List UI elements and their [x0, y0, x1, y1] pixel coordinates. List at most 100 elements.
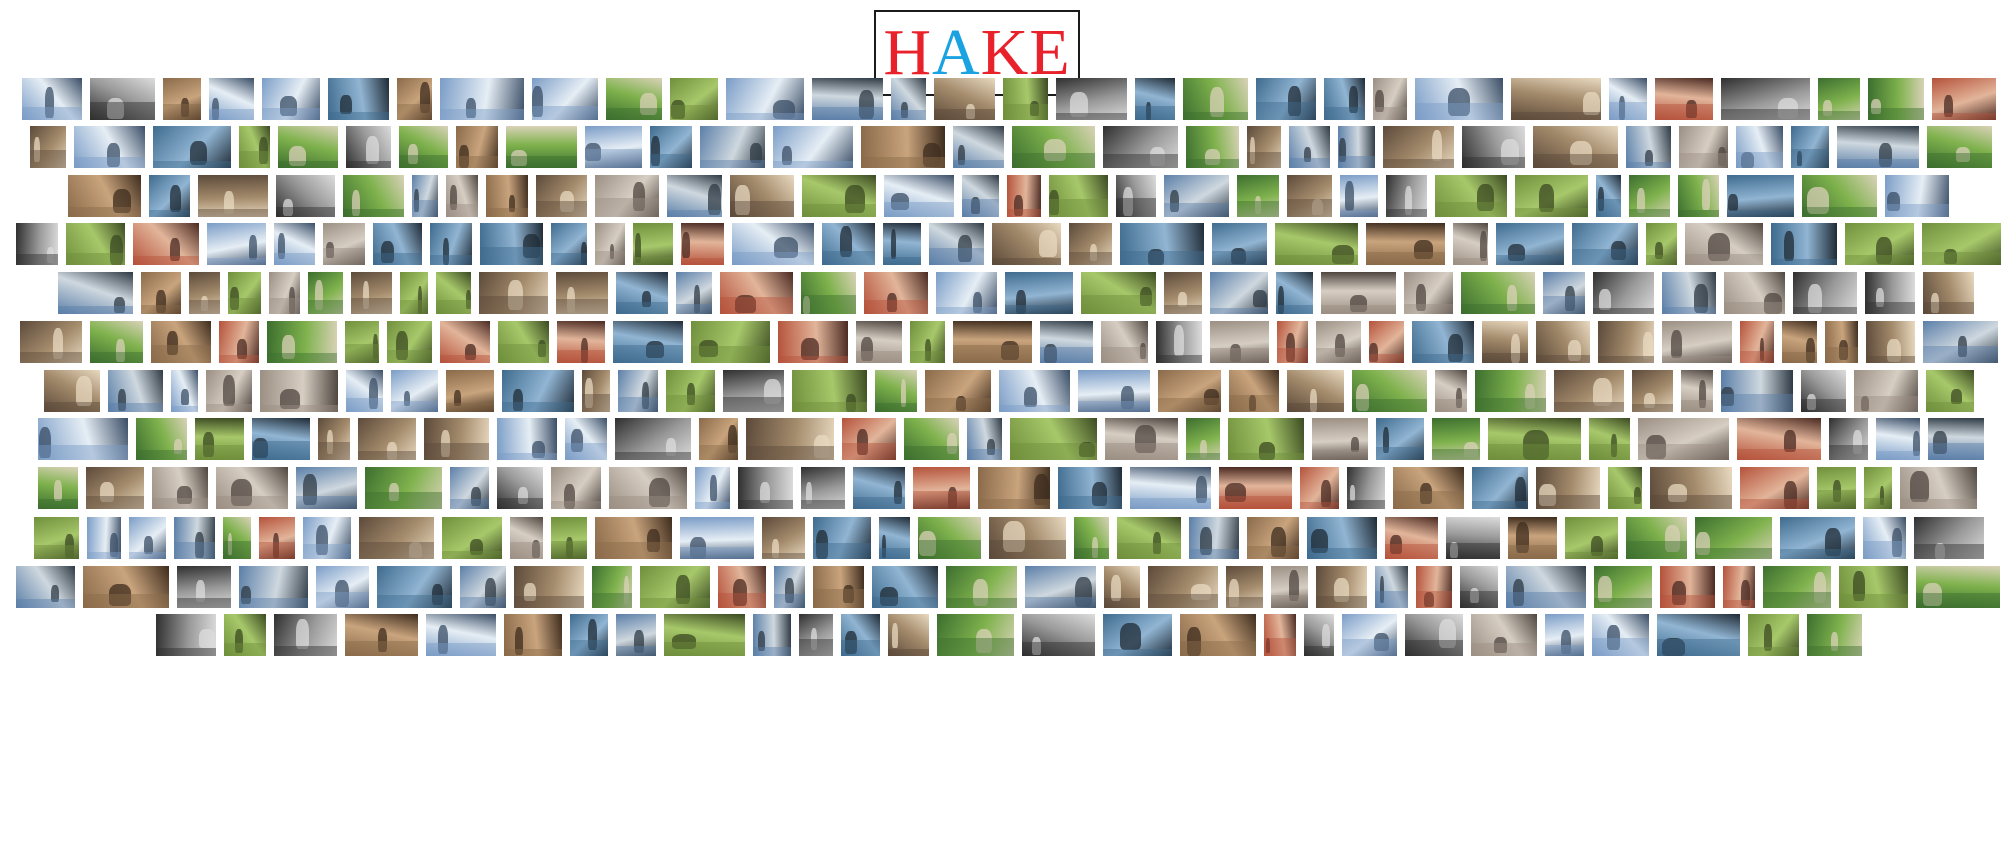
- photo-thumbnail: [585, 126, 642, 168]
- photo-subject: [1375, 90, 1384, 112]
- photo-thumbnail: [937, 614, 1014, 656]
- photo-ground: [1316, 596, 1367, 608]
- photo-ground: [345, 344, 379, 363]
- photo-ground: [1247, 546, 1299, 559]
- photo-ground: [1130, 498, 1211, 509]
- photo-ground: [1180, 641, 1256, 656]
- photo-subject: [509, 195, 515, 212]
- photo-subject: [465, 344, 476, 360]
- photo-ground: [506, 156, 577, 168]
- photo-ground: [1012, 153, 1095, 168]
- photo-subject: [1448, 334, 1463, 362]
- photo-subject: [634, 630, 644, 653]
- photo-thumbnail: [1049, 175, 1108, 217]
- photo-thumbnail: [1461, 272, 1535, 314]
- photo-thumbnail: [207, 223, 266, 265]
- photo-subject: [782, 146, 792, 165]
- photo-subject: [973, 579, 988, 606]
- photo-thumbnail: [1385, 517, 1438, 559]
- photo-subject: [1778, 98, 1798, 119]
- photo-thumbnail: [1081, 272, 1156, 314]
- photo-subject: [1668, 484, 1687, 502]
- photo-subject: [1508, 244, 1525, 261]
- photo-subject: [1784, 231, 1794, 261]
- photo-thumbnail: [486, 175, 528, 217]
- photo-ground: [613, 345, 683, 363]
- photo-thumbnail: [1212, 223, 1267, 265]
- photo-subject: [1140, 287, 1152, 306]
- photo-subject: [880, 587, 898, 606]
- photo-ground: [87, 552, 121, 559]
- photo-subject: [196, 580, 205, 602]
- photo-ground: [1340, 210, 1378, 217]
- photo-ground: [58, 306, 133, 314]
- photo-thumbnail: [276, 175, 335, 217]
- photo-subject: [195, 532, 204, 558]
- photo-ground: [219, 355, 259, 363]
- photo-thumbnail: [195, 418, 244, 460]
- photo-ground: [276, 207, 335, 217]
- photo-ground: [1007, 209, 1041, 217]
- photo-ground: [1117, 543, 1181, 559]
- photo-thumbnail: [1609, 78, 1647, 120]
- photo-subject: [843, 585, 854, 603]
- photo-ground: [1432, 449, 1480, 460]
- photo-subject: [1637, 188, 1645, 213]
- photo-thumbnail: [274, 614, 337, 656]
- photo-thumbnail: [670, 78, 718, 120]
- photo-ground: [1515, 208, 1588, 217]
- photo-ground: [151, 345, 211, 363]
- photo-ground: [551, 541, 587, 559]
- photo-subject: [956, 396, 966, 411]
- photo-subject: [532, 86, 543, 117]
- photo-thumbnail: [1271, 566, 1308, 608]
- photo-ground: [953, 345, 1032, 363]
- photo-thumbnail: [1189, 517, 1239, 559]
- photo-ground: [68, 207, 141, 217]
- photo-ground: [1183, 112, 1248, 120]
- photo-subject: [1561, 630, 1571, 654]
- photo-ground: [551, 501, 601, 509]
- photo-ground: [532, 106, 598, 120]
- photo-thumbnail: [16, 566, 75, 608]
- photo-thumbnail: [1103, 614, 1172, 656]
- photo-ground: [1376, 447, 1424, 460]
- photo-thumbnail: [946, 566, 1017, 608]
- photo-thumbnail: [219, 321, 259, 363]
- photo-thumbnail: [1515, 175, 1588, 217]
- photo-subject: [1049, 190, 1059, 215]
- photo-ground: [479, 296, 548, 314]
- photo-thumbnail: [1740, 467, 1809, 509]
- photo-subject: [1259, 442, 1275, 460]
- photo-ground: [497, 453, 557, 460]
- photo-ground: [1791, 149, 1829, 168]
- photo-ground: [1802, 207, 1877, 217]
- photo-subject: [647, 529, 660, 552]
- photo-subject: [278, 233, 285, 259]
- photo-ground: [1482, 353, 1528, 363]
- photo-ground: [1375, 591, 1408, 608]
- photo-ground: [1536, 355, 1590, 363]
- photo-thumbnail: [613, 321, 683, 363]
- photo-subject: [672, 634, 696, 649]
- photo-subject: [571, 429, 583, 452]
- photo-thumbnail: [1876, 418, 1920, 460]
- photo-subject: [1568, 340, 1581, 361]
- photo-subject: [785, 578, 794, 603]
- photo-subject: [201, 296, 208, 311]
- photo-ground: [1533, 154, 1618, 168]
- photo-ground: [929, 248, 984, 265]
- photo-subject: [635, 233, 641, 263]
- photo-ground: [365, 492, 442, 509]
- photo-ground: [323, 248, 365, 265]
- photo-ground: [883, 257, 921, 265]
- photo-thumbnail: [163, 78, 201, 120]
- photo-thumbnail: [1156, 321, 1202, 363]
- photo-thumbnail: [365, 467, 442, 509]
- photo-ground: [1817, 490, 1856, 509]
- photo-subject: [1806, 338, 1815, 363]
- photo-subject: [118, 389, 126, 411]
- photo-thumbnail: [1460, 566, 1498, 608]
- photo-subject: [249, 235, 257, 260]
- photo-ground: [778, 356, 848, 363]
